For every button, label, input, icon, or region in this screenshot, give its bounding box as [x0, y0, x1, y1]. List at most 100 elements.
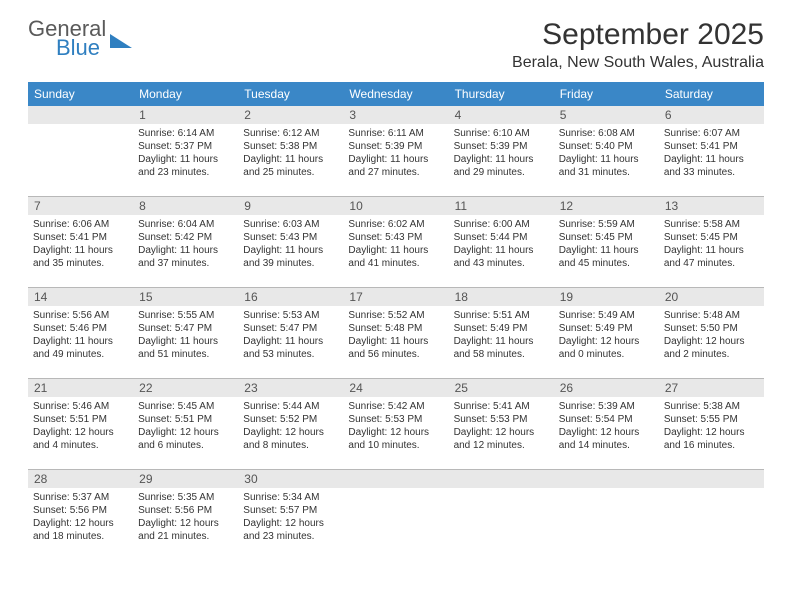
- day-info-line: Sunrise: 5:51 AM: [454, 309, 549, 322]
- day-info-line: Daylight: 12 hours: [33, 517, 128, 530]
- day-cell: Sunrise: 5:59 AMSunset: 5:45 PMDaylight:…: [554, 215, 659, 287]
- day-info-line: Sunset: 5:41 PM: [664, 140, 759, 153]
- day-info-line: Sunrise: 5:53 AM: [243, 309, 338, 322]
- day-of-week-header: Tuesday: [238, 82, 343, 106]
- day-info-line: and 18 minutes.: [33, 530, 128, 543]
- day-number: [28, 106, 133, 124]
- title-block: September 2025 Berala, New South Wales, …: [512, 18, 764, 72]
- day-info-line: Sunset: 5:54 PM: [559, 413, 654, 426]
- day-info-line: Sunset: 5:37 PM: [138, 140, 233, 153]
- day-number: 27: [659, 378, 764, 397]
- day-info-line: Daylight: 11 hours: [243, 335, 338, 348]
- day-of-week-header: Monday: [133, 82, 238, 106]
- day-cell: Sunrise: 5:45 AMSunset: 5:51 PMDaylight:…: [133, 397, 238, 469]
- day-info-line: Daylight: 11 hours: [559, 153, 654, 166]
- day-info-line: and 31 minutes.: [559, 166, 654, 179]
- logo: General Blue: [28, 18, 132, 59]
- day-info-line: and 43 minutes.: [454, 257, 549, 270]
- calendar-grid: SundayMondayTuesdayWednesdayThursdayFrid…: [28, 82, 764, 560]
- day-info-line: and 16 minutes.: [664, 439, 759, 452]
- day-cell: Sunrise: 6:07 AMSunset: 5:41 PMDaylight:…: [659, 124, 764, 196]
- day-info-line: Sunset: 5:55 PM: [664, 413, 759, 426]
- month-title: September 2025: [512, 18, 764, 52]
- day-info-line: Daylight: 11 hours: [348, 244, 443, 257]
- day-info-line: Sunset: 5:51 PM: [138, 413, 233, 426]
- day-number: 7: [28, 196, 133, 215]
- day-number: 26: [554, 378, 659, 397]
- day-info-line: Sunrise: 6:07 AM: [664, 127, 759, 140]
- day-info-line: Daylight: 11 hours: [243, 153, 338, 166]
- day-info-line: and 25 minutes.: [243, 166, 338, 179]
- day-info-line: and 10 minutes.: [348, 439, 443, 452]
- day-info-line: Sunrise: 5:59 AM: [559, 218, 654, 231]
- day-info-line: Sunrise: 6:00 AM: [454, 218, 549, 231]
- day-cell: [554, 488, 659, 560]
- day-cell: [449, 488, 554, 560]
- day-cell: Sunrise: 5:34 AMSunset: 5:57 PMDaylight:…: [238, 488, 343, 560]
- day-info-line: Sunset: 5:56 PM: [138, 504, 233, 517]
- day-number: 1: [133, 106, 238, 124]
- day-cell: Sunrise: 5:49 AMSunset: 5:49 PMDaylight:…: [554, 306, 659, 378]
- day-info-line: Sunset: 5:42 PM: [138, 231, 233, 244]
- day-info-line: Sunset: 5:57 PM: [243, 504, 338, 517]
- day-number: 11: [449, 196, 554, 215]
- day-info-line: Daylight: 11 hours: [454, 153, 549, 166]
- day-info-line: Sunrise: 5:46 AM: [33, 400, 128, 413]
- day-info-line: and 21 minutes.: [138, 530, 233, 543]
- day-number: [554, 469, 659, 488]
- day-info-line: Sunset: 5:43 PM: [348, 231, 443, 244]
- day-of-week-header: Saturday: [659, 82, 764, 106]
- day-cell: Sunrise: 5:55 AMSunset: 5:47 PMDaylight:…: [133, 306, 238, 378]
- day-cell: [343, 488, 448, 560]
- day-number: 17: [343, 287, 448, 306]
- day-info-line: Sunrise: 5:39 AM: [559, 400, 654, 413]
- day-number: 10: [343, 196, 448, 215]
- day-info-line: Daylight: 11 hours: [33, 335, 128, 348]
- day-number: 28: [28, 469, 133, 488]
- day-info-line: Sunset: 5:43 PM: [243, 231, 338, 244]
- day-info-line: Sunset: 5:50 PM: [664, 322, 759, 335]
- day-info-line: Sunset: 5:53 PM: [454, 413, 549, 426]
- day-info-line: Sunset: 5:52 PM: [243, 413, 338, 426]
- day-info-line: Daylight: 11 hours: [138, 244, 233, 257]
- day-number: 18: [449, 287, 554, 306]
- day-info-line: Daylight: 11 hours: [348, 153, 443, 166]
- day-info-line: Sunset: 5:51 PM: [33, 413, 128, 426]
- day-info-line: Sunset: 5:47 PM: [243, 322, 338, 335]
- day-info-line: and 23 minutes.: [243, 530, 338, 543]
- day-info-line: Sunrise: 5:37 AM: [33, 491, 128, 504]
- day-number: 5: [554, 106, 659, 124]
- day-number: [343, 469, 448, 488]
- day-cell: Sunrise: 5:39 AMSunset: 5:54 PMDaylight:…: [554, 397, 659, 469]
- day-number: 9: [238, 196, 343, 215]
- day-info-line: Sunrise: 5:42 AM: [348, 400, 443, 413]
- day-of-week-header: Thursday: [449, 82, 554, 106]
- day-info-line: Sunset: 5:45 PM: [664, 231, 759, 244]
- day-info-line: and 6 minutes.: [138, 439, 233, 452]
- day-number: 15: [133, 287, 238, 306]
- day-info-line: Daylight: 11 hours: [138, 153, 233, 166]
- day-info-line: Sunset: 5:49 PM: [559, 322, 654, 335]
- day-info-line: Daylight: 12 hours: [664, 335, 759, 348]
- day-info-line: Sunset: 5:46 PM: [33, 322, 128, 335]
- day-info-line: Daylight: 11 hours: [454, 335, 549, 348]
- day-info-line: Sunset: 5:40 PM: [559, 140, 654, 153]
- logo-triangle-icon: [110, 34, 132, 48]
- day-info-line: Sunrise: 5:41 AM: [454, 400, 549, 413]
- day-info-line: and 49 minutes.: [33, 348, 128, 361]
- day-number: 8: [133, 196, 238, 215]
- day-cell: [659, 488, 764, 560]
- day-of-week-header: Friday: [554, 82, 659, 106]
- day-info-line: Daylight: 11 hours: [454, 244, 549, 257]
- day-info-line: and 51 minutes.: [138, 348, 233, 361]
- day-number: 4: [449, 106, 554, 124]
- day-info-line: Sunset: 5:41 PM: [33, 231, 128, 244]
- day-info-line: and 35 minutes.: [33, 257, 128, 270]
- day-cell: Sunrise: 5:46 AMSunset: 5:51 PMDaylight:…: [28, 397, 133, 469]
- day-cell: Sunrise: 5:52 AMSunset: 5:48 PMDaylight:…: [343, 306, 448, 378]
- day-cell: Sunrise: 6:00 AMSunset: 5:44 PMDaylight:…: [449, 215, 554, 287]
- day-cell: Sunrise: 5:58 AMSunset: 5:45 PMDaylight:…: [659, 215, 764, 287]
- day-cell: Sunrise: 5:48 AMSunset: 5:50 PMDaylight:…: [659, 306, 764, 378]
- day-info-line: Sunrise: 6:10 AM: [454, 127, 549, 140]
- day-info-line: and 47 minutes.: [664, 257, 759, 270]
